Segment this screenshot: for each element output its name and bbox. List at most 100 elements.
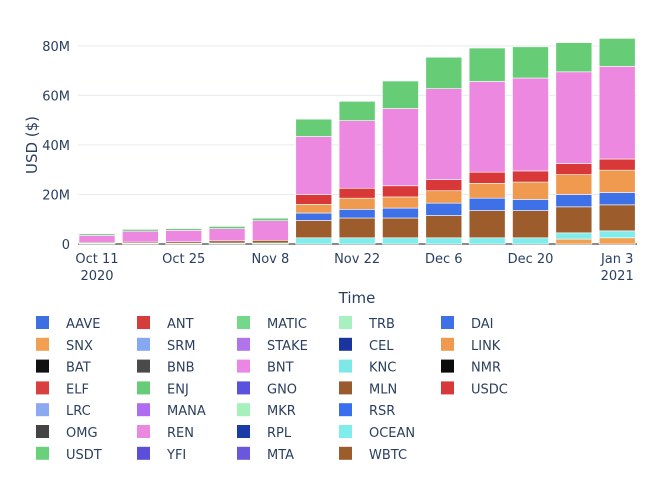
legend-swatch-trb: [339, 316, 352, 329]
bar-segment-link: [598, 169, 636, 193]
legend-label-matic: MATIC: [267, 317, 307, 332]
legend-label-nmr: NMR: [471, 361, 501, 376]
bar-segment-usdc: [555, 163, 593, 175]
legend-swatch-bat: [36, 359, 49, 373]
legend-swatch-usdc: [441, 381, 454, 395]
x-tick-label: Nov 22: [334, 252, 380, 267]
bar-segment-stack: [512, 77, 549, 172]
bar-segment-ocean: [512, 237, 549, 245]
bar-segment-usdc: [468, 171, 506, 184]
legend-swatch-nmr: [441, 359, 454, 373]
legend-label-aave: AAVE: [66, 317, 100, 332]
legend-label-elf: ELF: [66, 382, 89, 397]
bar-segment-link: [295, 204, 333, 214]
x-tick-label: Oct 25: [162, 252, 205, 267]
bar-segment-link: [555, 174, 593, 195]
bar-segment-stack: [598, 66, 636, 160]
bar-segment-dai: [382, 207, 419, 219]
legend-label-lrc: LRC: [66, 404, 91, 419]
bar-segment-misc: [598, 38, 636, 67]
legend-label-snx: SNX: [66, 339, 93, 354]
x-tick-label: 2021: [601, 269, 634, 284]
legend-label-ren: REN: [167, 426, 194, 441]
bar-segment-wbtc: [338, 217, 376, 239]
y-tick-label: 20M: [42, 188, 70, 203]
bar-segment-wbtc: [208, 240, 246, 244]
bar-segment-misc: [208, 226, 246, 229]
legend-swatch-mln: [339, 381, 352, 395]
legend-swatch-ren: [137, 425, 150, 438]
x-tick-label: Oct 11: [75, 252, 118, 267]
bar-segment-usdc: [382, 185, 419, 198]
legend-swatch-bnb: [137, 359, 150, 373]
legend-swatch-yfi: [137, 446, 150, 460]
legend-label-rsr: RSR: [369, 404, 395, 419]
legend-swatch-snx: [36, 337, 49, 351]
bar-segment-misc: [122, 229, 159, 232]
legend-label-ocean: OCEAN: [369, 426, 415, 441]
legend-swatch-enj: [137, 381, 150, 395]
legend-swatch-omg: [36, 425, 49, 438]
bar-segment-usdc: [512, 170, 549, 183]
bar-segment-stack: [555, 71, 593, 164]
bar-segment-usdc: [295, 194, 333, 205]
legend-swatch-ant: [137, 316, 150, 329]
bar-segment-ocean: [338, 237, 376, 245]
legend-swatch-elf: [36, 381, 49, 395]
legend-label-mln: MLN: [369, 382, 397, 397]
legend-label-bat: BAT: [66, 361, 91, 376]
legend-swatch-link: [441, 337, 454, 351]
legend-swatch-rpl: [237, 425, 250, 438]
bar-segment-misc: [78, 233, 116, 236]
legend-label-ant: ANT: [167, 317, 194, 332]
bar-segment-ocean: [425, 237, 463, 245]
bar-segment-dai: [598, 192, 636, 206]
legend-label-usdt: USDT: [66, 448, 102, 463]
bars: [78, 38, 636, 245]
legend-label-cel: CEL: [369, 339, 394, 354]
bar-segment-usdc: [425, 179, 463, 192]
y-axis: 0 20M 40M 60M 80M: [42, 40, 70, 253]
bar-segment-dai: [425, 202, 463, 216]
bar-segment-stack: [295, 136, 333, 195]
legend-swatch-aave: [36, 316, 49, 329]
legend-label-mta: MTA: [267, 448, 294, 463]
legend-label-bnb: BNB: [167, 361, 195, 376]
legend-label-srm: SRM: [167, 339, 196, 354]
bar-segment-misc: [468, 47, 506, 82]
legend-label-link: LINK: [471, 339, 501, 354]
y-tick-label: 40M: [42, 139, 70, 154]
x-tick-label: Dec 6: [425, 252, 463, 267]
legend-label-mana: MANA: [167, 404, 206, 419]
bar-segment-misc: [165, 228, 202, 231]
legend-swatch-srm: [137, 337, 150, 351]
legend-label-gno: GNO: [267, 382, 297, 397]
bar-segment-usdc: [338, 187, 376, 199]
legend-label-dai: DAI: [471, 317, 494, 332]
bar-segment-dai: [512, 199, 549, 211]
x-axis: Oct 11 2020 Oct 25 Nov 8 Nov 22 Dec 6 Dec 20 Ja…: [75, 252, 633, 284]
bar-segment-dai: [555, 194, 593, 208]
x-axis-title: Time: [338, 289, 376, 307]
legend-label-bnt: BNT: [267, 361, 294, 376]
bar-segment-wbtc: [468, 210, 506, 239]
bar-segment-snx: [598, 237, 636, 245]
legend-swatch-bnt: [237, 359, 250, 373]
bar-segment-wbtc: [598, 204, 636, 232]
bar-segment-stack: [165, 230, 202, 243]
legend-label-trb: TRB: [368, 317, 395, 332]
legend-label-mkr: MKR: [267, 404, 296, 419]
bar-segment-ocean: [555, 232, 593, 240]
bar-segment-misc: [425, 56, 463, 89]
bar-segment-wbtc: [382, 217, 419, 239]
bar-segment-wbtc: [252, 239, 289, 244]
legend-label-wbtc: WBTC: [369, 448, 407, 463]
y-axis-title: USD ($): [23, 116, 41, 174]
bar-segment-stack: [338, 120, 376, 189]
legend-label-stake: STAKE: [267, 339, 308, 354]
legend-swatch-matic: [237, 316, 250, 329]
y-tick-label: 80M: [42, 40, 70, 55]
legend-swatch-usdt: [36, 446, 49, 460]
legend-swatch-mkr: [237, 403, 250, 417]
y-tick-label: 0: [62, 238, 70, 253]
